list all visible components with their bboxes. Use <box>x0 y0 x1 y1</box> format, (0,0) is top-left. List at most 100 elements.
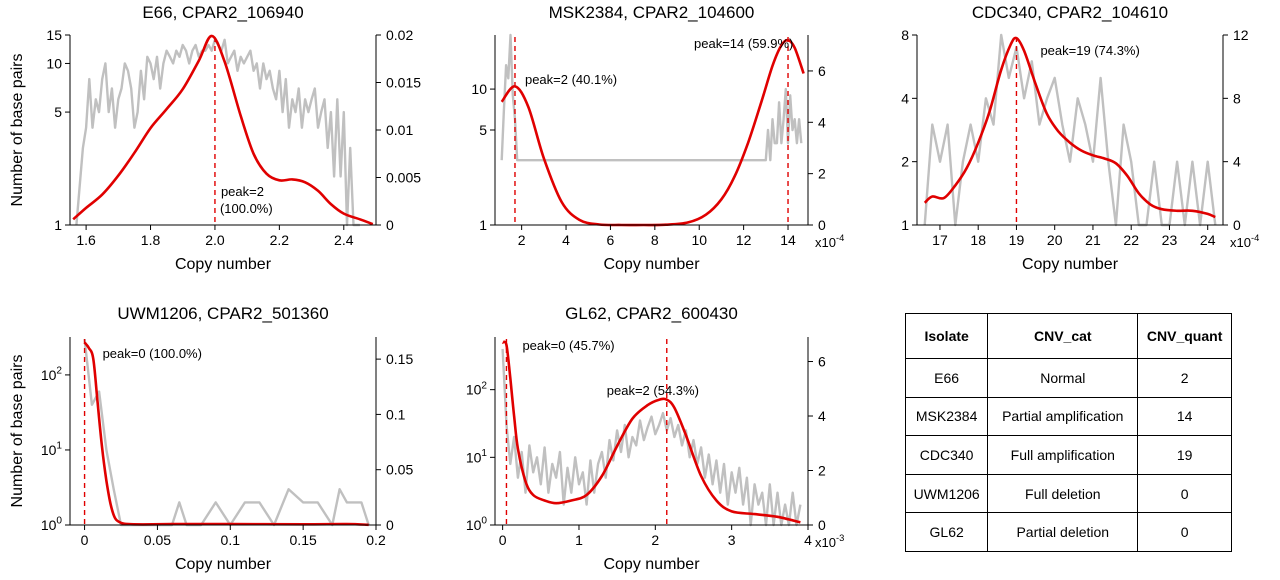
x-tick-label: 8 <box>651 232 659 248</box>
x-tick-label: 18 <box>970 232 986 248</box>
table-row: GL62 Partial deletion 0 <box>904 512 1232 552</box>
chart-title: E66, CPAR2_106940 <box>142 3 303 22</box>
y-left-tick-label: 2 <box>901 154 909 170</box>
y-right-tick-label: 0.05 <box>386 462 413 478</box>
chart-title: UWM1206, CPAR2_501360 <box>117 304 328 323</box>
peak-label: peak=2 (54.3%) <box>607 383 699 398</box>
y-right-tick-label: 4 <box>818 114 826 130</box>
y-right-tick-label: 0 <box>818 517 826 533</box>
x-tick-label: 19 <box>1009 232 1025 248</box>
histogram-line <box>923 33 1217 227</box>
y-right-tick-label: 0.005 <box>386 170 421 186</box>
x-tick-label: 0.2 <box>366 532 386 548</box>
table-cell: Partial deletion <box>987 512 1139 552</box>
x-tick-label: 14 <box>780 232 796 248</box>
histogram-line <box>500 33 803 162</box>
density-curve <box>501 340 801 524</box>
table-cell: Full amplification <box>987 435 1139 475</box>
x-tick-label: 24 <box>1200 232 1216 248</box>
y-left-tick-label: 10 <box>46 55 62 71</box>
y-right-tick-label: 4 <box>818 408 826 424</box>
x-axis-label: Copy number <box>603 556 700 573</box>
table-header-row: Isolate CNV_cat CNV_quant <box>904 313 1232 359</box>
table-cell: 0 <box>1137 473 1232 514</box>
x-tick-label: 2.0 <box>205 232 225 248</box>
x-tick-label: 12 <box>736 232 752 248</box>
plot-frame <box>916 35 1224 226</box>
y-left-tick-label: 5 <box>479 122 487 138</box>
peak-label: peak=19 (74.3%) <box>1040 43 1139 58</box>
x-tick-label: 4 <box>804 532 812 548</box>
x-tick-label: 1.8 <box>141 232 161 248</box>
y-left-tick-label: 5 <box>54 104 62 120</box>
y-right-tick-label: 6 <box>818 63 826 79</box>
x-tick-label: 0.1 <box>221 532 241 548</box>
y-left-tick-label: 100 <box>41 516 63 533</box>
x-tick-label: 1.6 <box>76 232 96 248</box>
density-curve <box>72 34 374 226</box>
peak-label: peak=2 (40.1%) <box>525 72 617 87</box>
column-header-cnv-quant: CNV_quant <box>1137 313 1232 359</box>
x-tick-label: 2.2 <box>270 232 290 248</box>
x-tick-label: 20 <box>1047 232 1063 248</box>
table-cell: UWM1206 <box>904 473 989 514</box>
plot-frame <box>494 35 809 226</box>
y-left-tick-label: 8 <box>901 27 909 43</box>
histogram-line <box>75 38 360 227</box>
column-header-cnv-cat: CNV_cat <box>987 313 1139 359</box>
peak-label: peak=0 (100.0%) <box>103 346 202 361</box>
y-right-tick-label: 4 <box>1233 154 1241 170</box>
x-tick-label: 2 <box>518 232 526 248</box>
y-left-tick-label: 102 <box>466 380 488 397</box>
chart-title: GL62, CPAR2_600430 <box>565 304 738 323</box>
y-right-tick-label: 2 <box>818 166 826 182</box>
column-header-isolate: Isolate <box>904 313 989 359</box>
density-curve <box>83 341 369 527</box>
y-right-tick-label: 0 <box>386 517 394 533</box>
y-right-tick-label: 0.15 <box>386 351 413 367</box>
table-cell: 19 <box>1137 435 1232 475</box>
table-row: E66 Normal 2 <box>904 358 1232 398</box>
y-left-tick-label: 100 <box>466 516 488 533</box>
table-cell: Normal <box>987 358 1139 398</box>
x-axis-label: Copy number <box>175 556 272 573</box>
table-cell: E66 <box>904 358 989 398</box>
y-axis-label: Number of base pairs <box>9 54 26 207</box>
y-right-tick-label: 0.01 <box>386 122 413 138</box>
plot-frame <box>69 337 377 526</box>
x-axis-label: Copy number <box>603 256 700 273</box>
table-cell: Full deletion <box>987 473 1139 514</box>
x-tick-label: 2.4 <box>334 232 354 248</box>
x-axis-label: Copy number <box>1022 256 1119 273</box>
table-cell: MSK2384 <box>904 396 989 437</box>
density-curve <box>923 36 1216 219</box>
table-cell: Partial amplification <box>987 396 1139 437</box>
table-row: UWM1206 Full deletion 0 <box>904 473 1232 514</box>
y-left-tick-label: 15 <box>46 27 62 43</box>
table-cell: CDC340 <box>904 435 989 475</box>
y-right-tick-label: 0.02 <box>386 27 413 43</box>
y-axis-label: Number of base pairs <box>9 355 26 508</box>
x-tick-label: 22 <box>1123 232 1139 248</box>
table-cell: 0 <box>1137 512 1232 552</box>
table-row: CDC340 Full amplification 19 <box>904 435 1232 475</box>
y-right-scale-label: x10-4 <box>815 233 844 250</box>
y-right-tick-label: 8 <box>1233 90 1241 106</box>
x-tick-label: 23 <box>1162 232 1178 248</box>
y-right-tick-label: 2 <box>818 463 826 479</box>
plot-frame <box>494 337 809 526</box>
table-cell: 2 <box>1137 358 1232 398</box>
x-tick-label: 2 <box>651 532 659 548</box>
histogram-line <box>83 338 370 527</box>
y-right-tick-label: 0.015 <box>386 75 421 91</box>
y-right-scale-label: x10-3 <box>815 533 844 550</box>
x-axis-label: Copy number <box>175 256 272 273</box>
x-tick-label: 21 <box>1085 232 1101 248</box>
y-right-tick-label: 0 <box>386 217 394 233</box>
y-right-tick-label: 0 <box>1233 217 1241 233</box>
y-left-tick-label: 101 <box>466 448 488 465</box>
y-left-tick-label: 1 <box>479 217 487 233</box>
peak-label: peak=2 <box>221 184 264 199</box>
x-tick-label: 0 <box>499 532 507 548</box>
